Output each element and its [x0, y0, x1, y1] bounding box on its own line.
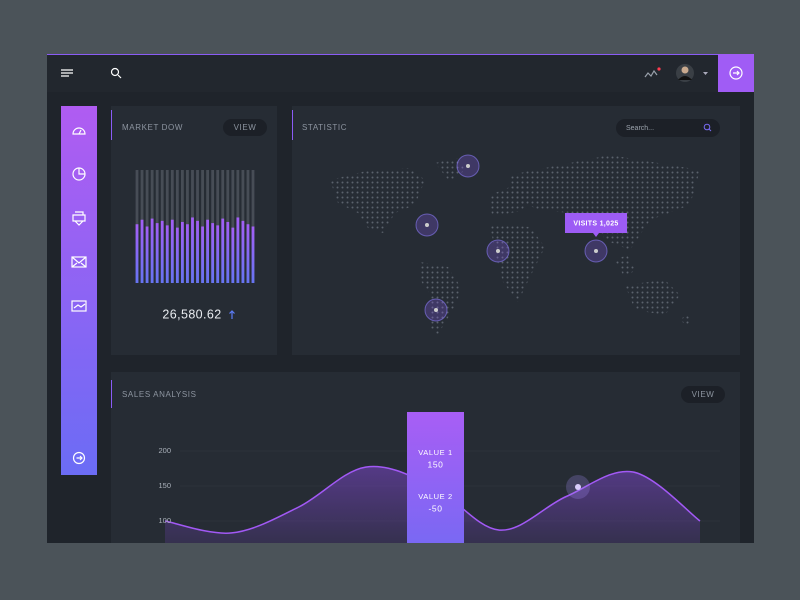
bar	[145, 226, 149, 283]
nav-print[interactable]	[72, 211, 86, 226]
activity-button[interactable]	[644, 67, 661, 78]
bar	[251, 226, 255, 283]
map-tooltip: VISITS 1,025	[565, 213, 627, 237]
card-title: STATISTIC	[302, 123, 347, 132]
bar	[150, 218, 154, 283]
nav-reports[interactable]	[71, 300, 87, 312]
location-markers	[415, 154, 608, 322]
top-bar	[47, 54, 754, 92]
bar-track	[175, 170, 179, 283]
nav-dashboard[interactable]	[72, 127, 86, 135]
button-label: VIEW	[234, 123, 257, 132]
bar	[165, 225, 169, 283]
avatar[interactable]	[676, 64, 708, 82]
bar	[211, 223, 215, 283]
view-button[interactable]: VIEW	[223, 119, 267, 136]
bar	[246, 224, 250, 283]
search-placeholder: Search...	[626, 125, 654, 132]
up-arrow	[229, 310, 235, 319]
bar	[216, 225, 220, 283]
bar	[201, 226, 204, 283]
bar	[206, 219, 210, 283]
logout-button[interactable]	[718, 54, 754, 92]
sales-card: SALES ANALYSIS VIEW VALUE 1 150 VALUE 2 …	[111, 372, 740, 543]
y-tick-label: 100	[158, 516, 171, 525]
nav-next[interactable]	[72, 451, 86, 465]
bar	[155, 223, 159, 283]
bar-track	[231, 170, 235, 283]
bar	[196, 220, 199, 283]
view-button[interactable]: VIEW	[681, 386, 725, 403]
button-label: VIEW	[692, 390, 715, 399]
nav-analytics[interactable]	[72, 167, 86, 181]
bar	[140, 219, 144, 283]
menu-button[interactable]	[61, 69, 73, 77]
market-value: 26,580.62	[162, 307, 221, 321]
y-tick-label: 150	[158, 481, 171, 490]
bar	[175, 227, 179, 283]
statistic-card: STATISTIC Search... VISITS 1,025	[292, 106, 740, 355]
bar	[186, 224, 189, 283]
bar	[180, 221, 184, 283]
card-title: SALES ANALYSIS	[122, 390, 197, 399]
tooltip-text: VISITS 1,025	[573, 220, 618, 227]
search-field[interactable]: Search...	[616, 119, 720, 137]
search-button[interactable]	[110, 67, 122, 79]
bar	[231, 227, 235, 283]
bar	[135, 224, 139, 283]
card-title: MARKET DOW	[122, 123, 183, 132]
bar	[160, 220, 164, 283]
tooltip-label: VALUE 2	[418, 492, 453, 501]
tooltip-label: VALUE 1	[418, 448, 453, 457]
bar	[191, 217, 194, 283]
hover-point	[566, 475, 590, 499]
tooltip-value: 150	[428, 459, 444, 469]
world-map	[330, 155, 700, 336]
market-card: MARKET DOW VIEW 26,580.62	[111, 106, 277, 355]
nav-mail[interactable]	[71, 256, 87, 268]
tooltip-value: -50	[428, 503, 442, 513]
sidebar	[61, 106, 97, 475]
bar	[241, 220, 245, 283]
bar	[221, 218, 225, 283]
bar	[236, 217, 240, 283]
bar	[226, 221, 230, 283]
bar	[170, 219, 174, 283]
sales-tooltip: VALUE 1 150 VALUE 2 -50	[407, 412, 464, 543]
y-tick-label: 200	[158, 446, 171, 455]
